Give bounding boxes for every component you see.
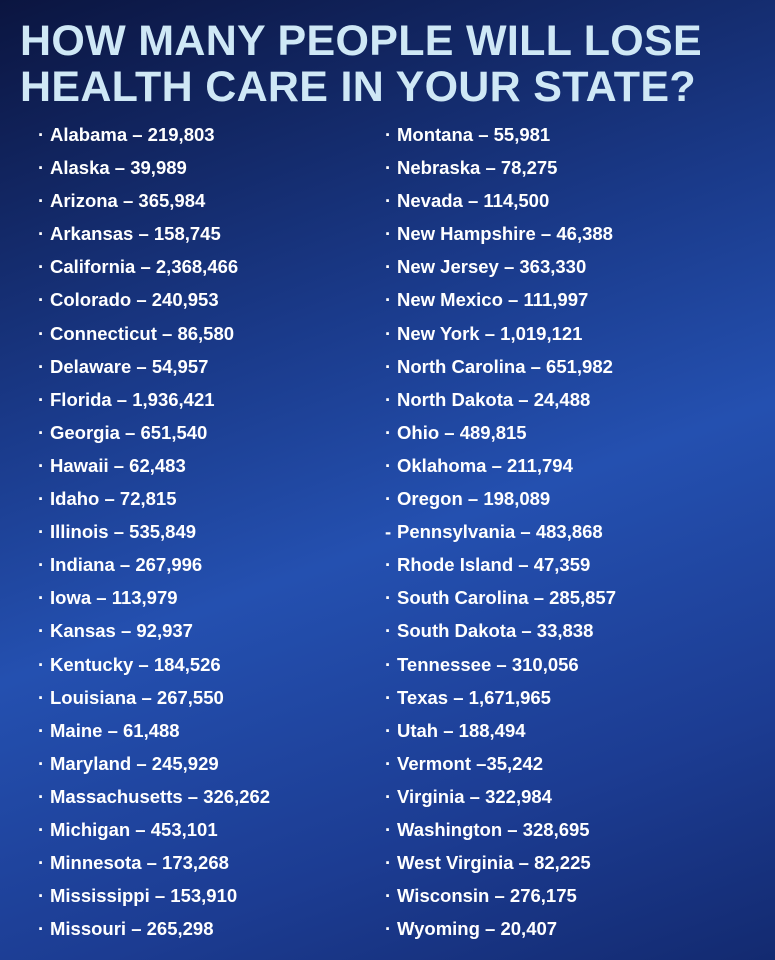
list-item: Massachusetts – 326,262 (38, 780, 270, 813)
list-item: Idaho – 72,815 (38, 482, 270, 515)
list-item: Georgia – 651,540 (38, 416, 270, 449)
list-item: Alaska – 39,989 (38, 151, 270, 184)
list-item: Montana – 55,981 (385, 118, 616, 151)
title: HOW MANY PEOPLE WILL LOSE HEALTH CARE IN … (20, 18, 760, 110)
list-item: Missouri – 265,298 (38, 912, 270, 945)
list-item: Alabama – 219,803 (38, 118, 270, 151)
list-item: Pennsylvania – 483,868 (385, 515, 616, 548)
title-line: HOW MANY PEOPLE WILL LOSE (20, 17, 702, 65)
list-item: Delaware – 54,957 (38, 350, 270, 383)
list-item: Colorado – 240,953 (38, 283, 270, 316)
list-item: Michigan – 453,101 (38, 813, 270, 846)
list-item: Arizona – 365,984 (38, 184, 270, 217)
list-item: California – 2,368,466 (38, 250, 270, 283)
list-item: South Carolina – 285,857 (385, 581, 616, 614)
list-item: Hawaii – 62,483 (38, 449, 270, 482)
list-item: Minnesota – 173,268 (38, 846, 270, 879)
list-item: Oklahoma – 211,794 (385, 449, 616, 482)
list-item: Mississippi – 153,910 (38, 879, 270, 912)
state-list: Montana – 55,981Nebraska – 78,275Nevada … (385, 118, 616, 945)
list-item: North Carolina – 651,982 (385, 350, 616, 383)
list-item: South Dakota – 33,838 (385, 614, 616, 647)
list-item: Iowa – 113,979 (38, 581, 270, 614)
list-item: Maine – 61,488 (38, 714, 270, 747)
list-item: Florida – 1,936,421 (38, 383, 270, 416)
list-item: Texas – 1,671,965 (385, 681, 616, 714)
list-item: Nebraska – 78,275 (385, 151, 616, 184)
list-item: New Jersey – 363,330 (385, 250, 616, 283)
list-item: Louisiana – 267,550 (38, 681, 270, 714)
list-item: Vermont –35,242 (385, 747, 616, 780)
state-list: Alabama – 219,803Alaska – 39,989Arizona … (38, 118, 270, 945)
list-item: Connecticut – 86,580 (38, 317, 270, 350)
list-item: Ohio – 489,815 (385, 416, 616, 449)
list-item: Virginia – 322,984 (385, 780, 616, 813)
list-item: Wisconsin – 276,175 (385, 879, 616, 912)
list-item: Oregon – 198,089 (385, 482, 616, 515)
list-item: Maryland – 245,929 (38, 747, 270, 780)
list-item: Washington – 328,695 (385, 813, 616, 846)
list-item: West Virginia – 82,225 (385, 846, 616, 879)
list-item: Indiana – 267,996 (38, 548, 270, 581)
list-item: Utah – 188,494 (385, 714, 616, 747)
list-item: Kentucky – 184,526 (38, 648, 270, 681)
list-item: Nevada – 114,500 (385, 184, 616, 217)
list-item: Kansas – 92,937 (38, 614, 270, 647)
list-item: New Hampshire – 46,388 (385, 217, 616, 250)
list-item: North Dakota – 24,488 (385, 383, 616, 416)
list-item: Wyoming – 20,407 (385, 912, 616, 945)
list-item: New York – 1,019,121 (385, 317, 616, 350)
list-item: Tennessee – 310,056 (385, 648, 616, 681)
list-item: Arkansas – 158,745 (38, 217, 270, 250)
list-item: New Mexico – 111,997 (385, 283, 616, 316)
title-line: HEALTH CARE IN YOUR STATE? (20, 63, 696, 111)
list-item: Illinois – 535,849 (38, 515, 270, 548)
list-item: Rhode Island – 47,359 (385, 548, 616, 581)
